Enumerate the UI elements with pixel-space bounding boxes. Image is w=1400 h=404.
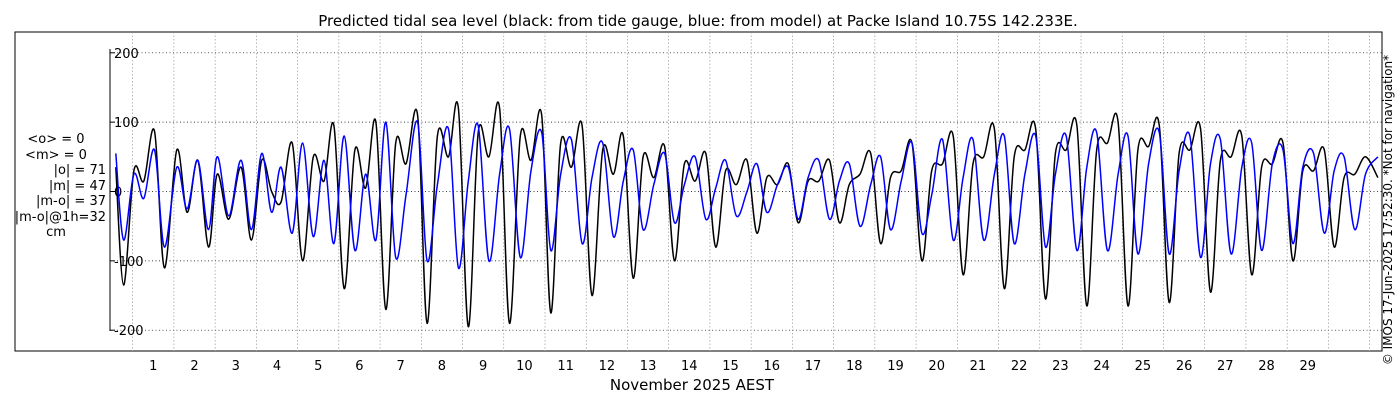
stat-line: |o| = 71 <box>53 163 106 178</box>
x-tick-label: 22 <box>1011 359 1028 374</box>
x-tick-label: 1 <box>149 359 157 374</box>
x-tick-label: 25 <box>1135 359 1152 374</box>
x-tick-label: 28 <box>1258 359 1275 374</box>
x-tick-label: 13 <box>640 359 657 374</box>
x-tick-label: 20 <box>928 359 945 374</box>
x-tick-label: 17 <box>805 359 822 374</box>
y-tick-label: 200 <box>114 47 139 62</box>
stat-line: |m-o|@1h=32 <box>14 209 106 225</box>
x-tick-label: 16 <box>763 359 780 374</box>
x-tick-label: 6 <box>355 359 363 374</box>
x-tick-label: 15 <box>722 359 739 374</box>
y-tick-label: -100 <box>114 255 144 270</box>
x-tick-label: 19 <box>887 359 904 374</box>
stat-line: <m> = 0 <box>25 147 87 163</box>
x-tick-label: 11 <box>557 359 574 374</box>
x-tick-label: 18 <box>846 359 863 374</box>
x-tick-label: 9 <box>479 359 487 374</box>
x-tick-label: 4 <box>273 359 281 374</box>
x-tick-label: 21 <box>970 359 987 374</box>
stat-line: <o> = 0 <box>27 132 85 147</box>
x-tick-label: 23 <box>1052 359 1069 374</box>
series-line-model <box>115 120 1379 270</box>
x-tick-label: 14 <box>681 359 698 374</box>
y-tick-label: 100 <box>114 116 139 131</box>
statistics-panel: <o> = 0 <m> = 0 |o| = 71 |m| = 47 |m-o| = 37… <box>4 132 108 241</box>
series <box>115 101 1379 328</box>
chart-title: Predicted tidal sea level (black: from t… <box>318 12 1078 30</box>
x-axis-label: November 2025 AEST <box>610 376 775 394</box>
x-tick-label: 8 <box>438 359 446 374</box>
stat-line: cm <box>46 225 66 240</box>
x-tick-label: 10 <box>516 359 533 374</box>
x-tick-label: 3 <box>232 359 240 374</box>
x-tick-label: 12 <box>599 359 616 374</box>
watermark: © IMOS 17-Jun-2025 17:52:30. *Not for na… <box>1381 55 1395 365</box>
x-tick-label: 24 <box>1093 359 1110 374</box>
stat-line: |m| = 47 <box>48 178 106 194</box>
x-tick-label: 27 <box>1217 359 1234 374</box>
series-line-tide-gauge <box>115 101 1379 328</box>
stat-line: |m-o| = 37 <box>35 194 106 209</box>
plot-frame <box>14 31 1383 352</box>
x-tick-label: 29 <box>1300 359 1317 374</box>
x-tick-label: 2 <box>190 359 198 374</box>
x-tick-label: 5 <box>314 359 322 374</box>
grid <box>110 32 1382 351</box>
x-tick-label: 7 <box>397 359 405 374</box>
x-tick-label: 26 <box>1176 359 1193 374</box>
y-tick-label: -200 <box>114 324 144 339</box>
